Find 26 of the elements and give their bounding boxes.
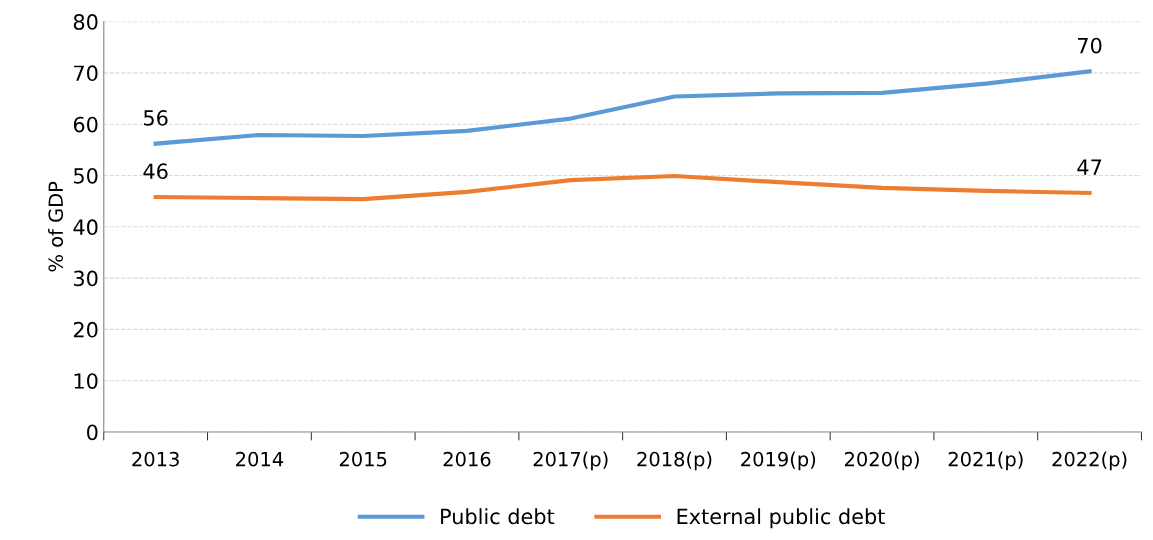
x-tick-label: 2015 [339, 451, 387, 467]
y-tick-label: 30 [73, 270, 98, 287]
data-label: 47 [1077, 159, 1102, 175]
y-tick-label: 50 [74, 167, 98, 184]
x-tick-label: 2018(p) [637, 451, 712, 471]
x-tick-label: 2021(p) [948, 451, 1023, 471]
y-tick-label: 20 [73, 321, 98, 338]
x-tick-label: 2013 [132, 451, 179, 467]
legend-label: External public debt [677, 508, 885, 529]
legend-label: Public debt [441, 508, 555, 525]
x-tick-label: 2016 [443, 451, 491, 467]
x-tick-label: 2020(p) [844, 451, 919, 471]
data-label: 46 [143, 163, 168, 180]
x-tick-label: 2014 [236, 451, 284, 467]
x-tick-label: 2017(p) [533, 451, 608, 471]
data-label: 56 [144, 110, 168, 126]
y-tick-label: 70 [74, 65, 98, 82]
y-tick-label: 40 [73, 219, 98, 236]
y-tick-label: 0 [87, 424, 98, 441]
y-tick-label: 10 [74, 373, 98, 389]
y-tick-label: 80 [73, 14, 98, 30]
x-tick-label: 2022(p) [1052, 451, 1127, 471]
x-tick-label: 2019(p) [741, 451, 816, 471]
y-tick-label: 60 [73, 116, 98, 133]
y-axis-title: % of GDP [48, 181, 64, 272]
data-label: 70 [1078, 37, 1102, 54]
